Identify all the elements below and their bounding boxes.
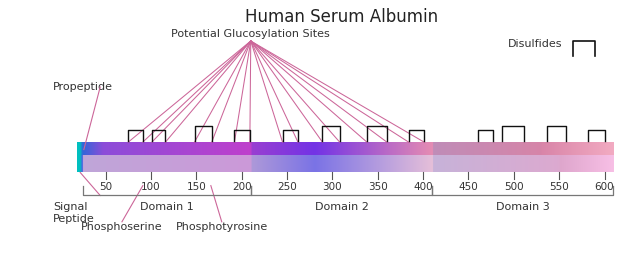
Text: 250: 250 [277, 182, 297, 192]
Text: Signal
Peptide: Signal Peptide [53, 202, 95, 224]
Text: 550: 550 [549, 182, 569, 192]
Text: Domain 1: Domain 1 [140, 202, 194, 212]
Text: Propeptide: Propeptide [53, 82, 113, 92]
Text: Domain 2: Domain 2 [314, 202, 369, 212]
Text: 600: 600 [595, 182, 614, 192]
Text: 150: 150 [186, 182, 206, 192]
Text: 400: 400 [413, 182, 433, 192]
Text: 300: 300 [323, 182, 342, 192]
Text: Human Serum Albumin: Human Serum Albumin [245, 8, 438, 26]
Text: 500: 500 [504, 182, 524, 192]
Text: 450: 450 [459, 182, 478, 192]
Text: Phosphoserine: Phosphoserine [81, 222, 163, 232]
Text: Domain 3: Domain 3 [495, 202, 549, 212]
Text: 50: 50 [99, 182, 112, 192]
Text: 200: 200 [232, 182, 252, 192]
Text: Potential Glucosylation Sites: Potential Glucosylation Sites [172, 29, 330, 39]
Text: 100: 100 [141, 182, 161, 192]
Text: 350: 350 [368, 182, 388, 192]
Text: Phosphotyrosine: Phosphotyrosine [175, 222, 268, 232]
Text: Disulfides: Disulfides [508, 39, 563, 49]
